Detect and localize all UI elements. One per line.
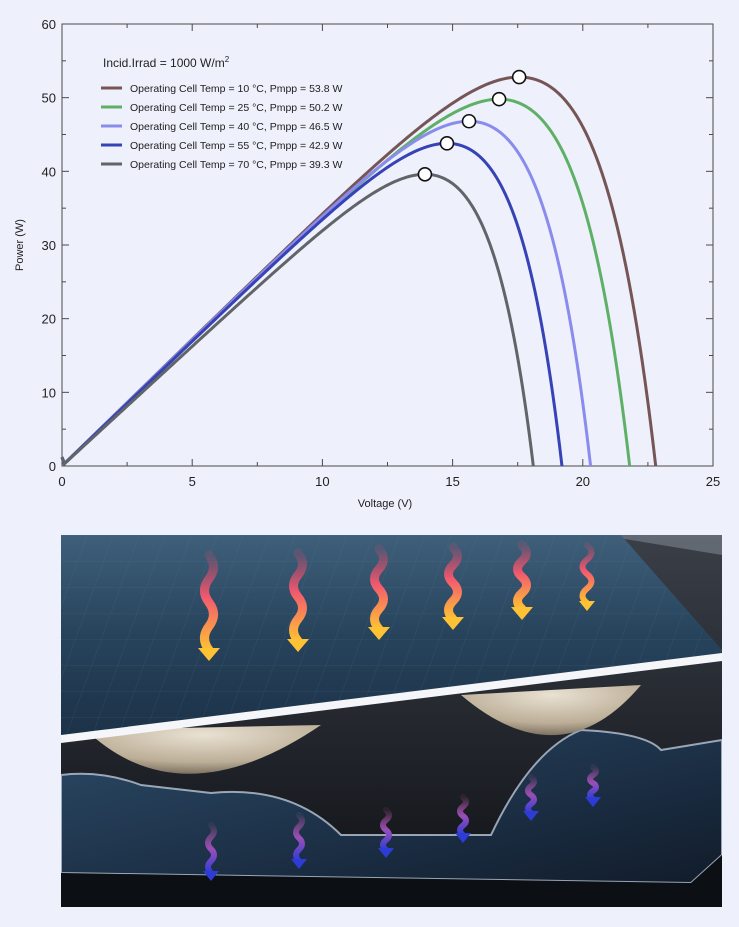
legend-title: Incid.Irrad = 1000 W/m2 [103,55,230,70]
pv-power-voltage-chart: 0 5 10 15 20 25 0 10 20 30 40 50 60 Voltage (V) Pow… [14,17,720,510]
heat-arrow-top-4-head [442,617,464,630]
x-tick-labels: 0 5 10 15 20 25 [58,474,720,489]
heat-arrow-bottom-1 [205,822,217,876]
heat-arrow-top-5 [513,540,531,614]
bottom-cell-layer [61,728,722,885]
legend-label-5: Operating Cell Temp = 70 °C, Pmpp = 39.3… [130,159,342,171]
y-tick-label: 50 [42,91,56,106]
x-axis-title: Voltage (V) [358,498,412,510]
legend-label-1: Operating Cell Temp = 10 °C, Pmpp = 53.8… [130,83,342,95]
y-axis-title: Power (W) [14,219,26,271]
legend: Incid.Irrad = 1000 W/m2 Operating Cell T… [101,55,342,171]
curve-series-5 [60,172,535,467]
plot-area [61,23,714,467]
support-dome-right [461,685,641,736]
legend-label-3: Operating Cell Temp = 40 °C, Pmpp = 46.5… [130,121,342,133]
y-tick-label: 60 [42,17,56,32]
mpp-marker-3 [461,113,477,129]
x-tick-label: 0 [58,474,65,489]
heat-arrow-bottom-3 [380,807,392,853]
x-tick-label: 20 [576,474,590,489]
heat-arrow-top-5-head [511,607,533,620]
heat-arrow-bottom-2 [293,812,305,864]
legend-label-4: Operating Cell Temp = 55 °C, Pmpp = 42.9… [130,140,342,152]
heat-arrow-top-2-head [287,639,309,652]
x-tick-label: 10 [315,474,329,489]
legend-title-text: Incid.Irrad = 1000 W/m [103,56,225,70]
legend-title-superscript: 2 [225,55,230,64]
legend-items: Operating Cell Temp = 10 °C, Pmpp = 53.8… [101,83,342,171]
x-tick-label: 15 [445,474,459,489]
heat-arrow-top-6-head [579,601,595,611]
y-tick-labels: 0 10 20 30 40 50 60 [42,17,56,474]
y-tick-label: 0 [49,459,56,474]
heat-arrow-bottom-5 [525,774,537,816]
y-tick-label: 10 [42,385,56,400]
heat-arrow-top-6 [579,542,595,606]
heat-arrow-top-3-head [368,627,390,640]
support-dome-left [86,725,321,774]
heat-arrows-top [198,540,595,661]
heat-arrow-bottom-5-head [523,811,539,821]
mpp-marker-4 [439,136,455,151]
heat-arrow-bottom-4 [457,794,469,838]
solar-cell-illustration [61,535,722,907]
y-tick-label: 20 [42,312,56,327]
heat-arrows-bottom [203,764,601,881]
heat-arrow-bottom-6 [587,764,599,802]
solar-cell-layers-render [61,535,722,907]
x-tick-label: 25 [706,474,720,489]
curve-series-4 [60,141,564,467]
top-layer-edge [61,653,722,743]
mpp-marker-5 [417,166,433,182]
heat-arrow-bottom-2-head [291,859,307,869]
heat-arrow-top-4 [444,542,462,624]
heat-arrow-bottom-6-head [585,797,601,807]
y-tick-label: 40 [42,164,56,179]
y-tick-label: 30 [42,238,56,253]
heat-arrow-bottom-1-head [203,871,219,881]
mpp-markers [417,69,527,182]
x-tick-label: 5 [189,474,196,489]
mpp-marker-2 [491,91,507,107]
heat-arrow-bottom-4-head [455,833,471,843]
mpp-marker-1 [511,69,527,85]
heat-arrow-bottom-3-head [378,848,394,858]
legend-label-2: Operating Cell Temp = 25 °C, Pmpp = 50.2… [130,102,342,114]
heat-arrow-top-1 [200,550,218,655]
heat-arrow-top-2 [289,548,307,646]
power-curves [60,75,658,467]
heat-arrow-top-3 [370,544,388,634]
heat-arrow-top-1-head [198,648,220,661]
